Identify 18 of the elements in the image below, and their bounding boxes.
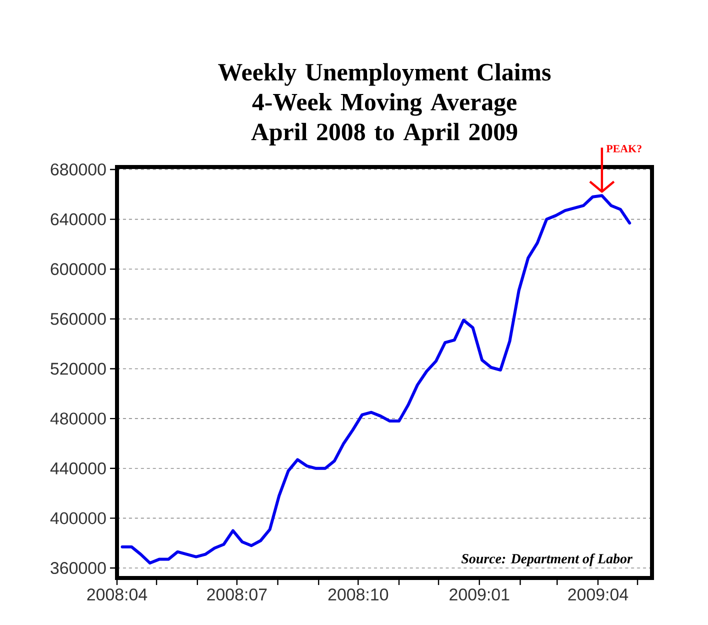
- annotation: Source: Department of Labor: [461, 553, 633, 566]
- y-tick-label: 600000: [50, 263, 106, 276]
- y-tick-label: 520000: [50, 362, 106, 375]
- y-tick-label: 360000: [50, 562, 106, 574]
- x-tick-label: 2009:01: [450, 588, 510, 601]
- x-tick-label: 2008:04: [87, 588, 148, 601]
- x-tick-label: 2008:10: [328, 588, 388, 601]
- line-series: [120, 194, 632, 565]
- y-tick-label: 440000: [50, 462, 106, 474]
- y-tick-label: 480000: [50, 412, 106, 425]
- y-tick-label: 640000: [50, 213, 106, 226]
- text: PEAK?: [606, 145, 642, 152]
- chart-title: Weekly Unemployment Claims 4-Week Moving Average April 2008 to April 2009: [218, 63, 551, 146]
- x-tick-label: 2008:07: [207, 588, 267, 601]
- y-tick-label: 400000: [50, 512, 106, 524]
- x-tick-label: 2009:04: [568, 588, 628, 601]
- y-tick-label: 560000: [50, 312, 106, 325]
- y-tick-label: 680000: [50, 163, 106, 176]
